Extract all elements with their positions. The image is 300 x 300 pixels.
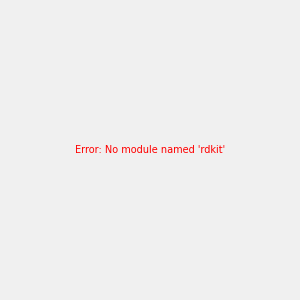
- Text: Error: No module named 'rdkit': Error: No module named 'rdkit': [75, 145, 225, 155]
